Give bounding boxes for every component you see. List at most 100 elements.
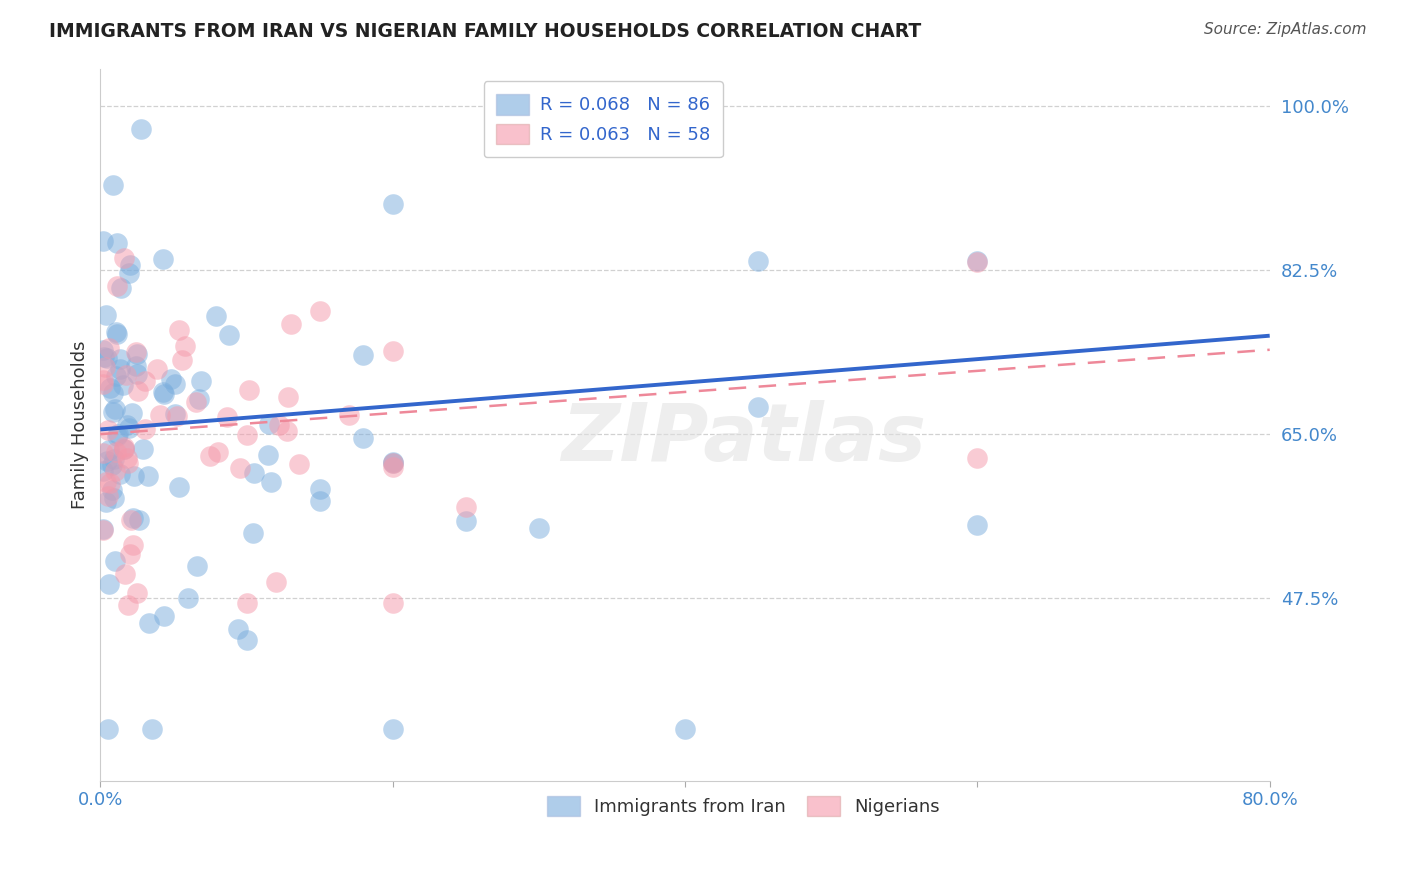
Point — [91, 446, 114, 460]
Point — [134, 374, 156, 388]
Point — [93, 360, 115, 375]
Point — [101, 385, 124, 400]
Point — [673, 723, 696, 737]
Point — [527, 521, 550, 535]
Point — [167, 480, 190, 494]
Point — [381, 596, 404, 610]
Point — [127, 384, 149, 399]
Point — [112, 440, 135, 454]
Point — [98, 442, 121, 457]
Point — [120, 258, 142, 272]
Point — [218, 327, 240, 342]
Point — [256, 448, 278, 462]
Point — [105, 368, 128, 383]
Text: ZIPatlas: ZIPatlas — [561, 400, 927, 478]
Point — [117, 456, 139, 470]
Point — [288, 457, 311, 471]
Point — [259, 475, 281, 490]
Point — [198, 449, 221, 463]
Point — [105, 235, 128, 250]
Point — [454, 514, 477, 528]
Point — [91, 234, 114, 248]
Point — [337, 408, 360, 422]
Point — [115, 450, 138, 465]
Point — [163, 407, 186, 421]
Point — [98, 381, 121, 395]
Point — [235, 633, 257, 648]
Point — [101, 404, 124, 418]
Y-axis label: Family Households: Family Households — [72, 341, 89, 509]
Point — [103, 491, 125, 506]
Point — [97, 577, 120, 591]
Point — [120, 513, 142, 527]
Point — [105, 279, 128, 293]
Point — [242, 526, 264, 541]
Point — [257, 417, 280, 431]
Point — [127, 367, 149, 381]
Point — [187, 392, 209, 406]
Point — [125, 346, 148, 360]
Point — [308, 493, 330, 508]
Point — [121, 406, 143, 420]
Point — [159, 372, 181, 386]
Point — [381, 197, 404, 211]
Point — [98, 341, 121, 355]
Point — [128, 512, 150, 526]
Point — [152, 252, 174, 267]
Point — [242, 467, 264, 481]
Text: Source: ZipAtlas.com: Source: ZipAtlas.com — [1204, 22, 1367, 37]
Point — [167, 323, 190, 337]
Point — [112, 442, 135, 456]
Point — [91, 343, 114, 357]
Point — [166, 409, 188, 424]
Point — [117, 266, 139, 280]
Point — [136, 469, 159, 483]
Point — [138, 616, 160, 631]
Point — [353, 431, 375, 445]
Point — [101, 483, 124, 497]
Point — [381, 459, 404, 474]
Point — [229, 461, 252, 475]
Point — [163, 377, 186, 392]
Point — [217, 409, 239, 424]
Point — [173, 339, 195, 353]
Point — [153, 386, 176, 401]
Point — [186, 558, 208, 573]
Point — [111, 378, 134, 392]
Point — [94, 308, 117, 322]
Point — [96, 351, 118, 366]
Point — [107, 327, 129, 342]
Point — [381, 454, 404, 468]
Point — [454, 500, 477, 514]
Point — [267, 418, 290, 433]
Point — [152, 609, 174, 624]
Point — [747, 400, 769, 414]
Point — [235, 596, 257, 610]
Point — [91, 376, 114, 391]
Point — [172, 352, 194, 367]
Point — [226, 622, 249, 636]
Point — [103, 452, 125, 467]
Point — [966, 255, 988, 269]
Point — [108, 467, 131, 482]
Point — [277, 390, 299, 404]
Point — [105, 325, 128, 339]
Point — [115, 417, 138, 432]
Point — [125, 359, 148, 373]
Point — [190, 374, 212, 388]
Point — [152, 385, 174, 400]
Point — [104, 554, 127, 568]
Point — [146, 362, 169, 376]
Point — [97, 723, 120, 737]
Point — [105, 429, 128, 443]
Point — [966, 450, 988, 465]
Point — [125, 345, 148, 359]
Point — [91, 464, 114, 478]
Point — [101, 178, 124, 192]
Point — [966, 517, 988, 532]
Point — [381, 723, 404, 737]
Point — [96, 494, 118, 508]
Point — [96, 454, 118, 468]
Point — [104, 444, 127, 458]
Point — [117, 599, 139, 613]
